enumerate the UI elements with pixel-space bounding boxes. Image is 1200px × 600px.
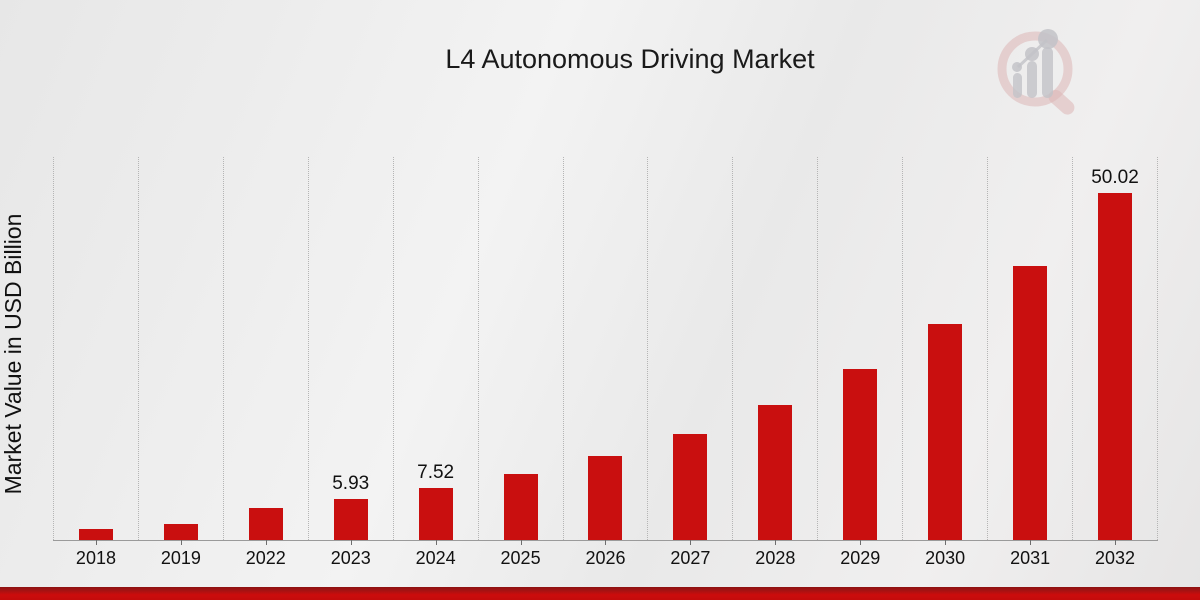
x-tick-label-2018: 2018 xyxy=(75,548,116,568)
x-axis-tick-2026 xyxy=(605,540,607,545)
bar-2018 xyxy=(78,529,113,540)
x-axis-tick-2019 xyxy=(180,540,182,545)
x-tick-label-2019: 2019 xyxy=(160,548,201,568)
x-tick-label-2026: 2026 xyxy=(585,548,626,568)
bar-slot-2027: 2027 xyxy=(647,157,732,568)
logo-bars xyxy=(1013,47,1053,98)
bar-2032 xyxy=(1098,193,1133,540)
magnifier-handle xyxy=(1048,89,1075,115)
x-tick-label-2031: 2031 xyxy=(1010,548,1051,568)
bar-slot-2018: 2018 xyxy=(53,157,138,568)
logo-trend-dots xyxy=(1012,29,1058,72)
bar-slot-2024: 7.52 2024 xyxy=(392,157,478,568)
x-tick-label-2032: 2032 xyxy=(1094,548,1136,568)
x-axis-tick-2032 xyxy=(1115,540,1117,545)
bar-2031 xyxy=(1013,266,1048,540)
bar-slot-2029: 2029 xyxy=(817,157,902,568)
bar-slot-2031: 2031 xyxy=(987,157,1072,568)
x-axis-tick-2027 xyxy=(690,540,692,545)
bar-slot-2019: 2019 xyxy=(137,157,223,568)
x-tick-label-2023: 2023 xyxy=(330,548,371,568)
bar-value-label-2024: 7.52 xyxy=(417,462,455,483)
x-tick-label-2022: 2022 xyxy=(245,548,286,568)
bar-slot-2030: 2030 xyxy=(902,157,987,568)
x-axis-tick-2031 xyxy=(1030,540,1032,545)
x-tick-label-2028: 2028 xyxy=(755,548,796,568)
bar-value-label-2023: 5.93 xyxy=(332,473,370,494)
market-research-future-logo-icon xyxy=(997,29,1075,115)
x-tick-label-2030: 2030 xyxy=(925,548,966,568)
x-axis-tick-2018 xyxy=(95,540,97,545)
x-tick-label-2027: 2027 xyxy=(670,548,711,568)
bar-2026 xyxy=(588,456,623,540)
bar-slot-2023: 5.93 2023 xyxy=(307,157,393,568)
x-axis-tick-2025 xyxy=(520,540,522,545)
bar-slot-2022: 2022 xyxy=(222,157,308,568)
bar-2027 xyxy=(673,434,708,540)
x-axis-tick-2022 xyxy=(265,540,267,545)
x-axis-tick-2023 xyxy=(350,540,352,545)
x-axis-tick-2028 xyxy=(775,540,777,545)
x-tick-label-2024: 2024 xyxy=(415,548,456,568)
x-axis-tick-2030 xyxy=(945,540,947,545)
x-axis-tick-2029 xyxy=(860,540,862,545)
bar-slot-2032: 50.02 2032 xyxy=(1072,157,1158,568)
bar-2029 xyxy=(843,369,878,540)
y-axis-label: Market Value in USD Billion xyxy=(0,213,26,495)
bottom-banner xyxy=(0,587,1200,600)
x-tick-label-2025: 2025 xyxy=(500,548,541,568)
bar-value-label-2032: 50.02 xyxy=(1091,167,1139,188)
bar-2022 xyxy=(248,508,283,540)
bar-2019 xyxy=(163,524,198,540)
bar-2024 xyxy=(418,488,453,540)
bar-2030 xyxy=(928,324,963,540)
magnifier-ring xyxy=(997,31,1073,107)
bar-2023 xyxy=(333,499,368,540)
x-axis-tick-2024 xyxy=(435,540,437,545)
chart-title: L4 Autonomous Driving Market xyxy=(445,44,815,74)
bar-slot-2026: 2026 xyxy=(562,157,648,568)
bar-2025 xyxy=(503,474,538,540)
bar-slot-2025: 2025 xyxy=(477,157,563,568)
bar-slot-2028: 2028 xyxy=(732,157,817,568)
plot-area: 2018 2019 2022 5.93 2023 7.52 2024 2025 2026 2027… xyxy=(53,157,1158,568)
x-tick-label-2029: 2029 xyxy=(840,548,881,568)
bar-2028 xyxy=(758,405,793,540)
